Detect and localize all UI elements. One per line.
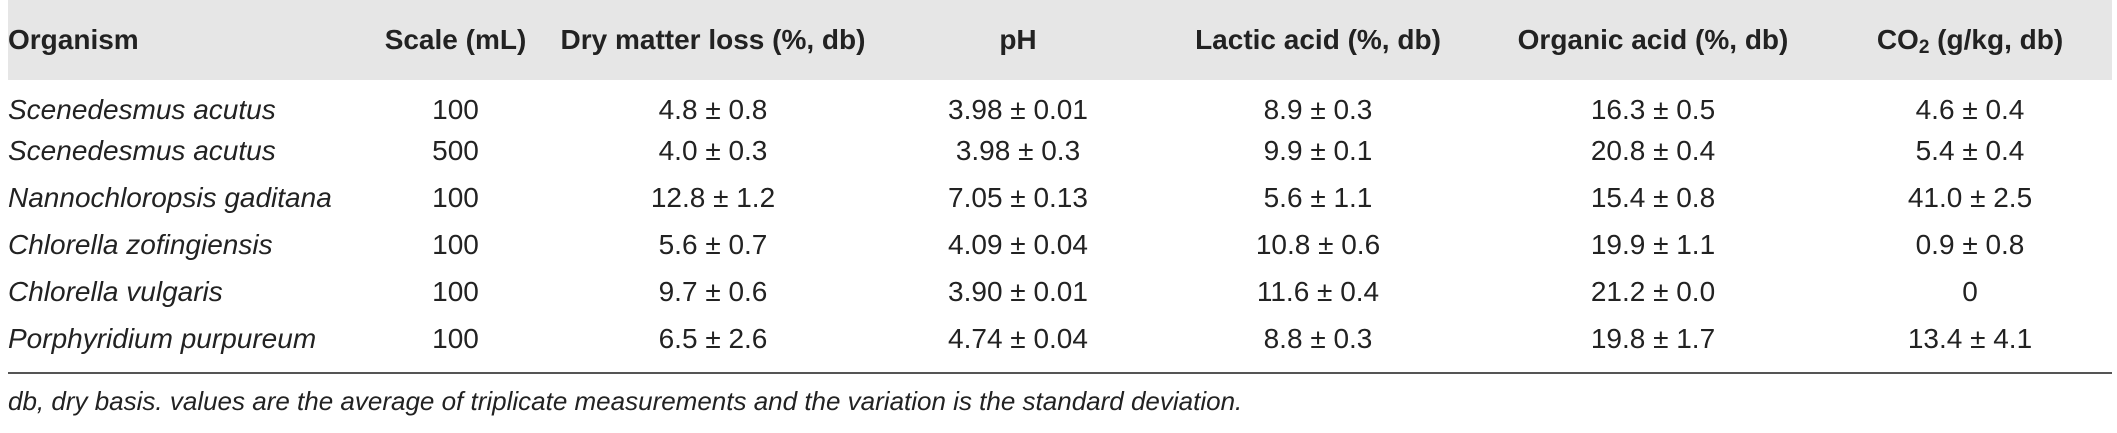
cell-ph: 3.98 ± 0.01 (948, 93, 1088, 125)
cell-co2: 41.0 ± 2.5 (1907, 181, 2033, 213)
header-ph: pH (999, 24, 1037, 55)
cell-organism: Scenedesmus acutus (8, 134, 276, 166)
cell-ph: 3.98 ± 0.3 (955, 134, 1081, 166)
cell-co2: 0.9 ± 0.8 (1915, 228, 2025, 260)
cell-scale: 100 (432, 275, 479, 307)
cell-lactic-acid: 10.8 ± 0.6 (1255, 228, 1381, 260)
header-row: Organism Scale (mL) Dry matter loss (%, … (8, 0, 2112, 80)
cell-co2: 4.6 ± 0.4 (1915, 93, 2025, 125)
cell-scale: 100 (432, 93, 479, 125)
cell-co2: 5.4 ± 0.4 (1915, 134, 2025, 166)
cell-dry-matter-loss: 4.0 ± 0.3 (658, 134, 768, 166)
cell-organic-acid: 16.3 ± 0.5 (1590, 93, 1716, 125)
cell-ph: 7.05 ± 0.13 (948, 181, 1088, 213)
header-dry-matter-loss: Dry matter loss (%, db) (560, 24, 866, 55)
header-co2: CO2 (g/kg, db) (1876, 24, 2064, 58)
cell-lactic-acid: 11.6 ± 0.4 (1256, 275, 1380, 307)
cell-dry-matter-loss: 4.8 ± 0.8 (658, 93, 768, 125)
cell-organic-acid: 19.9 ± 1.1 (1590, 228, 1716, 260)
table-row: Porphyridium purpureum 100 6.5 ± 2.6 4.7… (8, 315, 2112, 362)
results-table: Organism Scale (mL) Dry matter loss (%, … (8, 0, 2112, 362)
table-row: Scenedesmus acutus 100 4.8 ± 0.8 3.98 ± … (8, 80, 2112, 127)
cell-lactic-acid: 9.9 ± 0.1 (1263, 134, 1373, 166)
cell-organic-acid: 19.8 ± 1.7 (1590, 322, 1716, 354)
cell-scale: 100 (432, 181, 479, 213)
header-lactic-acid: Lactic acid (%, db) (1195, 24, 1441, 55)
cell-lactic-acid: 8.8 ± 0.3 (1263, 322, 1373, 354)
cell-dry-matter-loss: 6.5 ± 2.6 (658, 322, 768, 354)
cell-ph: 4.09 ± 0.04 (948, 228, 1088, 260)
cell-organism: Scenedesmus acutus (8, 93, 276, 125)
cell-scale: 500 (432, 134, 479, 166)
header-organism: Organism (8, 24, 139, 55)
cell-organism: Porphyridium purpureum (8, 322, 317, 354)
cell-co2: 0 (1962, 275, 1978, 307)
cell-dry-matter-loss: 12.8 ± 1.2 (650, 181, 776, 213)
header-scale: Scale (mL) (384, 24, 527, 55)
table-row: Chlorella zofingiensis 100 5.6 ± 0.7 4.0… (8, 221, 2112, 268)
header-organic-acid: Organic acid (%, db) (1517, 24, 1789, 55)
cell-dry-matter-loss: 5.6 ± 0.7 (658, 228, 768, 260)
cell-organism: Chlorella zofingiensis (8, 228, 273, 260)
cell-scale: 100 (432, 228, 479, 260)
cell-dry-matter-loss: 9.7 ± 0.6 (658, 275, 768, 307)
cell-organism: Nannochloropsis gaditana (8, 181, 332, 213)
table-row: Nannochloropsis gaditana 100 12.8 ± 1.2 … (8, 174, 2112, 221)
cell-lactic-acid: 5.6 ± 1.1 (1263, 181, 1373, 213)
cell-ph: 4.74 ± 0.04 (948, 322, 1088, 354)
table-body: Scenedesmus acutus 100 4.8 ± 0.8 3.98 ± … (8, 80, 2112, 362)
cell-co2: 13.4 ± 4.1 (1907, 322, 2033, 354)
cell-ph: 3.90 ± 0.01 (948, 275, 1088, 307)
table-footnote: db, dry basis. values are the average of… (8, 386, 1243, 416)
table-header: Organism Scale (mL) Dry matter loss (%, … (8, 0, 2112, 80)
cell-organic-acid: 21.2 ± 0.0 (1590, 275, 1716, 307)
cell-lactic-acid: 8.9 ± 0.3 (1263, 93, 1373, 125)
table-row: Scenedesmus acutus 500 4.0 ± 0.3 3.98 ± … (8, 127, 2112, 174)
cell-organic-acid: 20.8 ± 0.4 (1590, 134, 1716, 166)
cell-organism: Chlorella vulgaris (8, 275, 223, 307)
cell-organic-acid: 15.4 ± 0.8 (1590, 181, 1716, 213)
table-row: Chlorella vulgaris 100 9.7 ± 0.6 3.90 ± … (8, 268, 2112, 315)
table-bottom-rule (8, 372, 2112, 374)
cell-scale: 100 (432, 322, 479, 354)
